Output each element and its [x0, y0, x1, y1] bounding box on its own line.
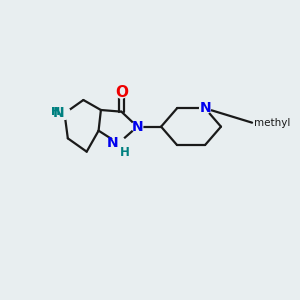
Circle shape [58, 107, 70, 119]
Text: N: N [131, 120, 143, 134]
Text: H: H [51, 107, 61, 117]
Text: N: N [199, 101, 211, 115]
Text: N: N [53, 106, 64, 120]
Circle shape [116, 87, 127, 98]
Text: O: O [115, 85, 128, 100]
Circle shape [200, 103, 211, 114]
Text: N: N [107, 136, 118, 150]
Text: methyl: methyl [254, 118, 290, 128]
Circle shape [112, 136, 125, 150]
Circle shape [132, 121, 143, 132]
Text: H: H [119, 146, 129, 159]
